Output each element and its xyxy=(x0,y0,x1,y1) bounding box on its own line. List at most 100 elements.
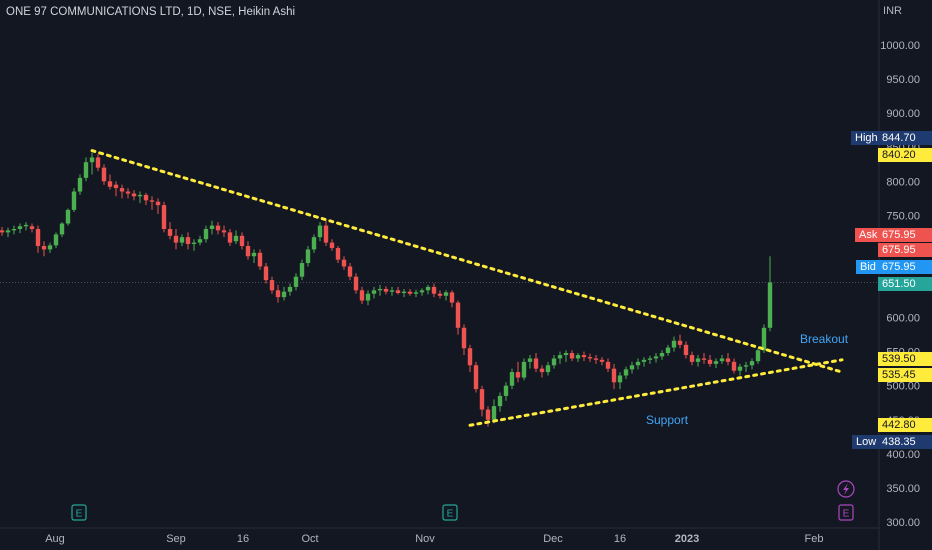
time-tick-label: 2023 xyxy=(675,533,699,545)
candle-body xyxy=(545,365,551,373)
earnings-icon: E xyxy=(838,504,854,521)
candle xyxy=(497,392,503,412)
candle-body xyxy=(647,358,653,360)
price-tick-label: 800.00 xyxy=(886,176,920,188)
earnings-icon: E xyxy=(71,504,87,521)
candle xyxy=(455,300,461,335)
bid-price-badge: 675.95 xyxy=(878,260,932,274)
candle xyxy=(143,192,149,206)
price-axis[interactable]: 1000.00950.00900.00850.00800.00750.00700… xyxy=(878,0,920,550)
candle xyxy=(191,239,197,251)
candle xyxy=(731,358,737,374)
candle-body xyxy=(191,242,197,244)
candle-body xyxy=(275,290,281,298)
price-tick-label: 600.00 xyxy=(886,313,920,325)
candle-body xyxy=(161,205,167,229)
candle xyxy=(521,358,527,381)
time-tick-label: Nov xyxy=(415,533,435,545)
candle xyxy=(227,228,233,247)
candle-body xyxy=(29,226,35,229)
candle xyxy=(287,283,293,296)
candle-body xyxy=(245,246,251,257)
time-tick-label: Oct xyxy=(301,533,318,545)
candle xyxy=(167,222,173,240)
candle-body xyxy=(767,282,773,328)
candle-body xyxy=(731,361,737,371)
candle xyxy=(245,241,251,260)
ask-price-badge: 675.95 xyxy=(878,228,932,242)
candle-body xyxy=(665,347,671,354)
candle xyxy=(299,259,305,281)
time-tick-label: Aug xyxy=(45,533,65,545)
candle xyxy=(725,353,731,366)
candle xyxy=(599,357,605,366)
candle-body xyxy=(215,225,221,231)
candle-body xyxy=(83,162,89,178)
candles-layer xyxy=(0,152,878,427)
candle-body xyxy=(293,276,299,287)
candle xyxy=(605,358,611,373)
candle-body xyxy=(569,353,575,359)
candle xyxy=(443,290,449,301)
candle-body xyxy=(491,406,497,420)
candle xyxy=(281,286,287,301)
candle xyxy=(413,289,419,298)
candle-body xyxy=(683,344,689,356)
price-tick-label: 400.00 xyxy=(886,449,920,461)
candle-body xyxy=(155,201,161,206)
candle xyxy=(359,286,365,304)
candle xyxy=(185,232,191,250)
candle-body xyxy=(479,389,485,410)
candle xyxy=(233,230,239,244)
time-axis[interactable]: Aug Sep 16 Oct Nov Dec 16 2023 Feb xyxy=(0,527,879,545)
candle xyxy=(101,164,107,185)
candle-body xyxy=(335,248,341,260)
trendline-resistance xyxy=(90,149,844,374)
candle xyxy=(491,399,497,424)
candle-body xyxy=(515,372,521,378)
price-tick-label: 500.00 xyxy=(886,381,920,393)
lightning-icon xyxy=(837,480,855,498)
candle-body xyxy=(425,286,431,291)
candle-body xyxy=(497,395,503,407)
candle xyxy=(155,198,161,214)
candle-body xyxy=(701,358,707,360)
candle-body xyxy=(695,358,701,362)
candle xyxy=(665,344,671,356)
candle xyxy=(161,201,167,233)
candle xyxy=(317,222,323,242)
candle-body xyxy=(617,375,623,383)
candle xyxy=(407,288,413,296)
candle xyxy=(473,361,479,393)
candle-body xyxy=(599,359,605,362)
candle xyxy=(107,174,113,190)
candle xyxy=(467,344,473,373)
high-label: High xyxy=(851,131,882,145)
candle-body xyxy=(725,358,731,362)
candle-body xyxy=(407,291,413,294)
candle-body xyxy=(251,252,257,257)
bid-label: Bid xyxy=(856,260,880,274)
candle-body xyxy=(59,223,65,235)
low-label: Low xyxy=(852,435,881,449)
candle-body xyxy=(371,290,377,294)
candle-body xyxy=(101,167,107,182)
candle xyxy=(629,361,635,374)
price-tick-label: 350.00 xyxy=(886,483,920,495)
candle-body xyxy=(173,235,179,243)
candle xyxy=(221,225,227,238)
candle-body xyxy=(353,276,359,291)
candle xyxy=(263,263,269,284)
candle xyxy=(341,256,347,270)
candle-body xyxy=(761,327,767,351)
candle-body xyxy=(125,191,131,194)
candle-body xyxy=(401,291,407,294)
candle xyxy=(719,355,725,364)
candle xyxy=(365,290,371,306)
candle-body xyxy=(503,385,509,396)
candle-body xyxy=(749,361,755,366)
candle-body xyxy=(641,359,647,362)
candle xyxy=(203,225,209,243)
candle-body xyxy=(137,194,143,197)
